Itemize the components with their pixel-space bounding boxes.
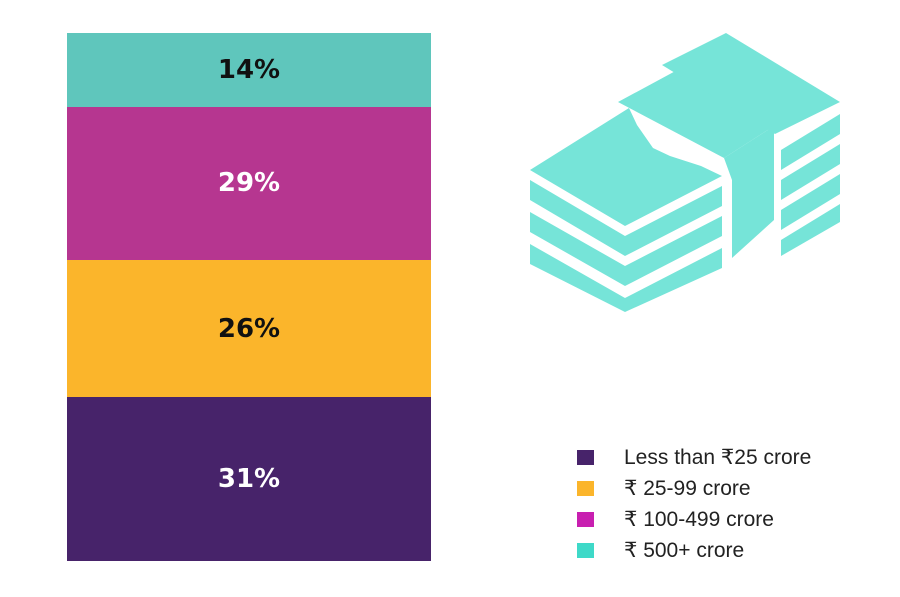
legend-label: ₹ 500+ crore [624,539,745,562]
bar-segment-500-plus: 14% [67,33,431,107]
money-stack-part [530,212,722,286]
legend-item-500-plus: ₹ 500+ crore [577,535,811,566]
money-stack-part [781,144,840,200]
legend-swatch-100-499 [577,512,594,527]
money-stack-part [530,244,722,312]
money-stack-part [530,180,722,256]
money-stack-part [781,114,840,170]
legend: Less than ₹25 crore ₹ 25-99 crore ₹ 100-… [577,442,811,566]
legend-label: ₹ 100-499 crore [624,508,774,531]
data-label-500-plus: 14% [217,54,281,85]
bar-segment-less-than-25: 31% [67,397,431,561]
legend-swatch-500-plus [577,543,594,558]
legend-item-less-than-25: Less than ₹25 crore [577,442,811,473]
money-stack-part [618,68,774,158]
legend-swatch-less-than-25 [577,450,594,465]
data-label-25-99: 26% [217,313,281,344]
data-label-100-499: 29% [217,168,281,199]
legend-label: ₹ 25-99 crore [624,477,751,500]
legend-label: Less than ₹25 crore [624,446,812,469]
money-stack-part [724,126,774,258]
money-stack-part [781,204,840,256]
legend-swatch-25-99 [577,481,594,496]
legend-item-25-99: ₹ 25-99 crore [577,473,811,504]
stacked-column: 31% 26% 29% 14% [67,33,431,561]
money-stack-part [530,108,722,226]
legend-item-100-499: ₹ 100-499 crore [577,504,811,535]
data-label-less-than-25: 31% [217,464,281,495]
bar-segment-25-99: 26% [67,260,431,398]
money-stack-part [662,33,840,134]
money-stack-part [781,174,840,230]
bar-segment-100-499: 29% [67,106,431,261]
money-stack-icon [530,33,840,312]
